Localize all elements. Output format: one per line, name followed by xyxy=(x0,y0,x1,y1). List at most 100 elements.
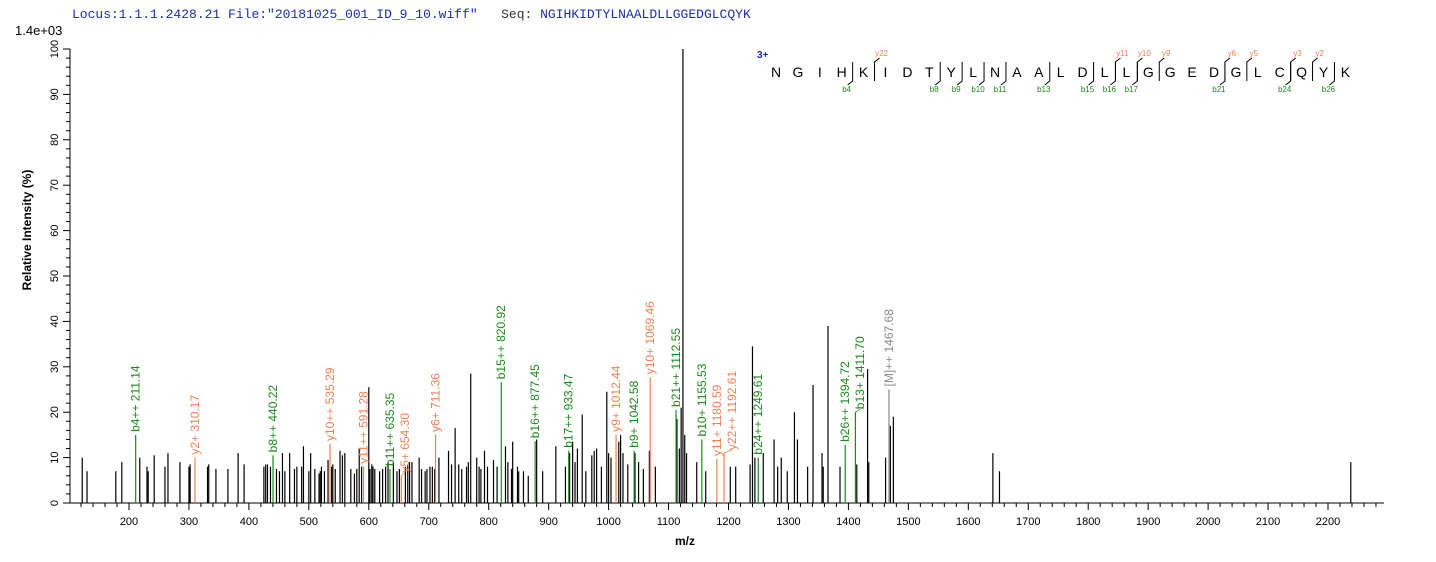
b-ion-label: b24 xyxy=(1278,85,1292,94)
b-ion-label: b16 xyxy=(1103,85,1117,94)
y-tick-label: 0 xyxy=(49,500,61,506)
b-ion-cleavage xyxy=(956,62,963,86)
y-ion-label: y9 xyxy=(1162,49,1171,58)
sequence-residue: A xyxy=(1034,64,1044,80)
label-leader xyxy=(723,449,733,454)
peak-label: y11++ 591.28 xyxy=(357,391,371,464)
b-ion-label: b10 xyxy=(971,85,985,94)
sequence-residue: L xyxy=(1057,64,1065,80)
sequence-residue: G xyxy=(792,64,803,80)
b-ion-label: b17 xyxy=(1125,85,1139,94)
x-tick-label: 1600 xyxy=(956,516,980,528)
x-tick-label: 500 xyxy=(300,516,318,528)
sequence-residue: D xyxy=(1078,64,1088,80)
sequence-residue: H xyxy=(837,64,847,80)
sequence-residue: G xyxy=(1230,64,1241,80)
x-tick-label: 2200 xyxy=(1316,516,1340,528)
peak-label: b4++ 211.14 xyxy=(129,365,143,432)
sequence-residue: N xyxy=(771,64,781,80)
sequence-residue: I xyxy=(884,64,888,80)
b-ion-label: b11 xyxy=(994,85,1007,94)
x-tick-label: 1100 xyxy=(657,516,681,528)
b-ion-label: b9 xyxy=(952,85,961,94)
sequence-residue: Q xyxy=(1296,64,1307,80)
x-tick-label: 400 xyxy=(240,516,258,528)
x-tick-label: 700 xyxy=(420,516,438,528)
sequence-residue: E xyxy=(1187,64,1196,80)
peak-label: b8++ 440.22 xyxy=(266,385,280,453)
b-ion-label: b15 xyxy=(1081,85,1095,94)
peak-label: y22++ 1192.61 xyxy=(725,371,739,451)
x-tick-label: 2000 xyxy=(1196,516,1220,528)
y-tick-label: 20 xyxy=(49,406,61,418)
b-ion-cleavage xyxy=(1044,62,1051,86)
locus-text: Locus:1.1.1.2428.21 xyxy=(72,7,221,22)
x-tick-label: 1500 xyxy=(896,516,920,528)
y-ion-cleavage xyxy=(874,57,880,81)
x-tick-label: 1900 xyxy=(1136,516,1160,528)
peak-label: b10+ 1155.53 xyxy=(695,363,709,436)
y-tick-label: 90 xyxy=(49,88,61,100)
peak-label: b17++ 933.47 xyxy=(562,373,576,447)
sequence-residue: L xyxy=(969,64,977,80)
peak-label: b24++ 1249.61 xyxy=(751,374,765,455)
sequence-residue: L xyxy=(1254,64,1262,80)
x-tick-label: 1400 xyxy=(836,516,860,528)
y-ion-cleavage xyxy=(1224,57,1231,81)
sequence-residue: D xyxy=(902,64,912,80)
y-tick-label: 70 xyxy=(49,179,61,191)
sequence-residue: A xyxy=(1012,64,1022,80)
peak-label: b11++ 635.35 xyxy=(383,392,397,466)
peak-label: y9+ 1012.44 xyxy=(609,365,623,432)
x-tick-label: 1000 xyxy=(596,516,620,528)
y-tick-label: 100 xyxy=(49,40,61,58)
b-ion-cleavage xyxy=(934,62,941,86)
y-ion-label: y5 xyxy=(1250,49,1259,58)
peak-label: y10++ 535.29 xyxy=(323,367,337,441)
y-ion-cleavage xyxy=(1114,57,1121,81)
b-ion-cleavage xyxy=(1110,62,1116,86)
peak-label: y10+ 1069.46 xyxy=(643,301,657,374)
sequence-residue: G xyxy=(1143,64,1154,80)
y-ion-label: y6 xyxy=(1228,49,1237,58)
sequence-residue: K xyxy=(859,64,869,80)
peak-label: y2+ 310.17 xyxy=(188,395,202,455)
y-tick-label: 80 xyxy=(49,134,61,146)
b-ion-label: b26 xyxy=(1322,85,1336,94)
y-ion-label: y3 xyxy=(1293,49,1302,58)
sequence-residue: Y xyxy=(1319,64,1329,80)
b-ion-label: b8 xyxy=(930,85,939,94)
sequence-residue: Y xyxy=(947,64,957,80)
peak-label: b15++ 820.92 xyxy=(494,305,508,379)
charge-state: 3+ xyxy=(757,50,769,61)
peak-label: b16++ 877.45 xyxy=(528,364,542,438)
x-tick-label: 1700 xyxy=(1016,516,1040,528)
y-tick-label: 40 xyxy=(49,315,61,327)
x-tick-label: 900 xyxy=(539,516,557,528)
y-ion-cleavage xyxy=(1246,57,1253,81)
sequence-residue: L xyxy=(1101,64,1109,80)
peak-label: y6+ 711.36 xyxy=(429,373,443,432)
sequence-residue: T xyxy=(925,64,934,80)
spectrum-header: Locus:1.1.1.2428.21 File:"20181025_001_I… xyxy=(72,7,751,22)
y-ion-label: y22 xyxy=(875,49,888,58)
b-ion-cleavage xyxy=(847,62,854,86)
y-tick-label: 60 xyxy=(49,224,61,236)
b-ion-label: b4 xyxy=(842,85,851,94)
seq-label: Seq: xyxy=(501,7,533,22)
b-ion-cleavage xyxy=(1285,62,1292,86)
b-ion-label: b21 xyxy=(1212,85,1226,94)
x-tick-label: 1800 xyxy=(1076,516,1100,528)
intensity-scale-label: 1.4e+03 xyxy=(15,23,63,38)
sequence-text: NGIHKIDTYLNAALDLLGGEDGLCQYK xyxy=(540,7,751,22)
y-ion-cleavage xyxy=(1312,57,1318,81)
b-ion-cleavage xyxy=(1000,62,1007,86)
y-tick-label: 30 xyxy=(49,361,61,373)
x-tick-label: 800 xyxy=(480,516,498,528)
sequence-residue: I xyxy=(818,64,822,80)
y-ion-label: y2 xyxy=(1315,49,1324,58)
sequence-residue: D xyxy=(1209,64,1219,80)
label-leader xyxy=(855,408,861,413)
y-ion-label: y11 xyxy=(1116,49,1129,58)
peak-label: [M]++ 1467.68 xyxy=(882,309,896,387)
